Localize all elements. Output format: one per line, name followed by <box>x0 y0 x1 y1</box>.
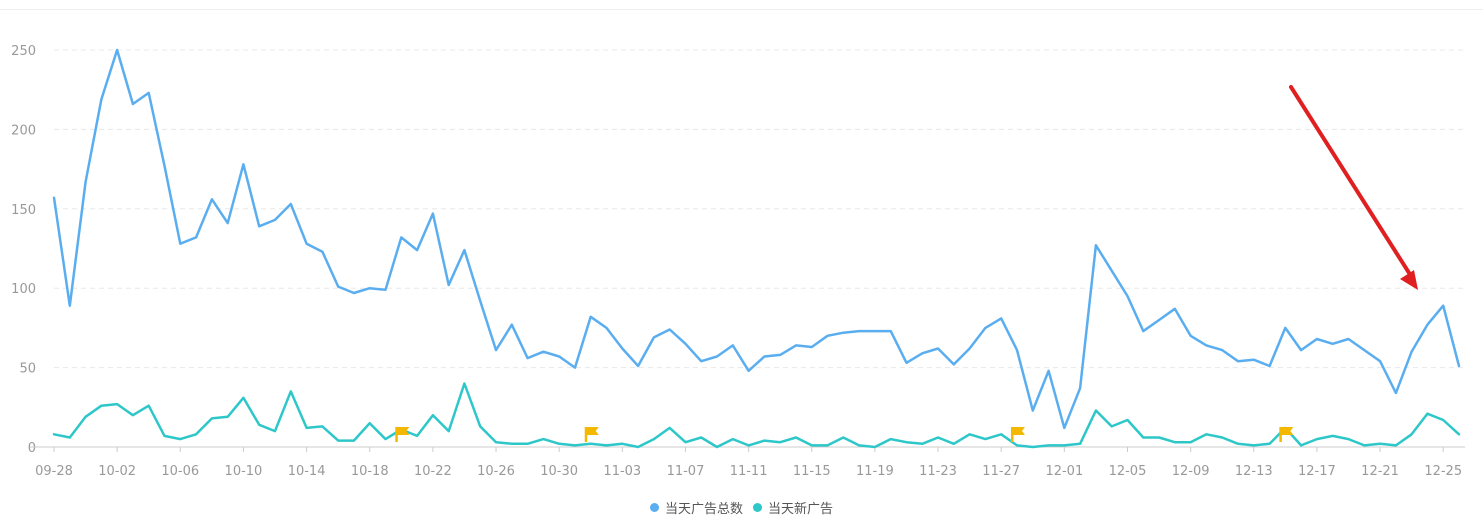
x-tick-label: 11-15 <box>793 464 831 479</box>
series-line-total <box>52 48 1461 430</box>
flag-pole <box>584 427 588 442</box>
x-tick-label: 11-03 <box>603 464 641 479</box>
arrow-shaft <box>1289 85 1413 278</box>
x-tick-label: 12-21 <box>1361 464 1399 479</box>
legend: 当天广告总数 当天新广告 <box>0 497 1483 517</box>
x-tick-label: 11-11 <box>730 464 768 479</box>
x-tick-label: 12-17 <box>1298 464 1336 479</box>
x-tick-label: 11-07 <box>667 464 705 479</box>
flag-pole <box>1279 427 1282 442</box>
x-tick-label: 11-23 <box>919 464 957 479</box>
flag-cloth <box>1012 427 1025 435</box>
legend-dot-total <box>649 502 659 512</box>
legend-label-total: 当天广告总数 <box>664 501 743 517</box>
flag-marker-icon[interactable] <box>584 427 599 442</box>
x-tick-label: 10-18 <box>351 464 389 479</box>
axes: 0 50 100 150 200 250 09-28 10-02 10-06 10-10 10-14… <box>11 44 1465 479</box>
x-tick-label: 12-05 <box>1109 464 1147 479</box>
line-chart: 0 50 100 150 200 250 09-28 10-02 10-06 10-10 10-14… <box>11 44 1465 479</box>
x-tick-label: 10-26 <box>477 464 515 479</box>
y-tick-label: 50 <box>19 362 36 377</box>
x-tick-label: 10-22 <box>414 464 452 479</box>
markers <box>395 427 1294 442</box>
y-tick-label: 0 <box>28 441 36 456</box>
series-line-new <box>52 382 1461 449</box>
legend-label-new: 当天新广告 <box>768 501 834 517</box>
x-tick-label: 11-27 <box>982 464 1020 479</box>
y-tick-label: 250 <box>11 44 36 59</box>
flag-cloth <box>397 427 410 435</box>
top-divider <box>0 9 1483 10</box>
x-tick-label: 12-09 <box>1172 464 1210 479</box>
grid <box>54 49 1465 369</box>
flag-pole <box>1010 427 1014 442</box>
x-tick-label: 12-01 <box>1045 464 1083 479</box>
y-tick-label: 150 <box>11 203 36 218</box>
y-tick-label: 200 <box>11 123 36 138</box>
flag-cloth <box>586 427 599 435</box>
y-tick-label: 100 <box>11 282 36 297</box>
flag-pole <box>395 427 398 442</box>
x-tick-label: 12-25 <box>1424 464 1462 479</box>
series <box>52 48 1461 449</box>
legend-dot-new <box>753 502 762 512</box>
x-tick-label: 12-13 <box>1235 464 1273 479</box>
arrow-head <box>1400 270 1418 290</box>
x-tick-label: 10-14 <box>288 464 326 479</box>
flag-marker-icon[interactable] <box>395 427 410 442</box>
legend-item-total[interactable]: 当天广告总数 <box>649 498 743 517</box>
x-tick-label: 10-30 <box>540 464 578 479</box>
x-tick-label: 09-28 <box>35 464 73 479</box>
x-tick-label: 10-10 <box>225 464 263 479</box>
x-tick-label: 10-06 <box>161 464 199 479</box>
x-tick-label: 10-02 <box>98 464 136 479</box>
flag-marker-icon[interactable] <box>1010 427 1025 442</box>
x-tick-label: 11-19 <box>856 464 894 479</box>
annotation-arrow <box>1289 85 1418 290</box>
legend-item-new[interactable]: 当天新广告 <box>753 498 833 517</box>
flag-cloth <box>1281 427 1294 435</box>
flag-marker-icon[interactable] <box>1279 427 1294 442</box>
